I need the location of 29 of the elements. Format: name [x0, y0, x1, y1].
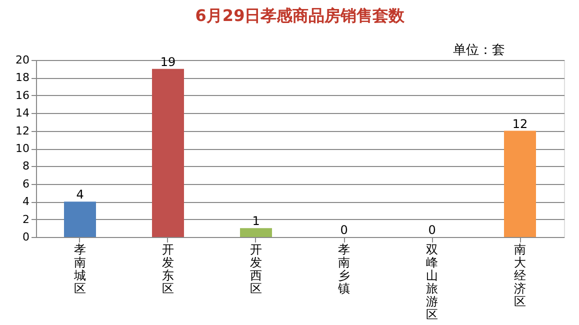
y-tick-label: 16: [16, 88, 30, 102]
x-tick-label: 孝南乡镇: [337, 242, 350, 296]
y-tick-label: 4: [22, 195, 30, 208]
y-tick-label: 18: [16, 71, 30, 84]
x-tick-label: 开发东区: [162, 242, 174, 296]
bar: [240, 228, 272, 237]
chart-title: 6月29日孝感商品房销售套数: [195, 6, 406, 25]
bar: [152, 68, 184, 237]
y-tick-label: 12: [16, 124, 30, 138]
x-tick-label: 孝南城区: [73, 242, 86, 296]
bar: [504, 130, 536, 237]
y-tick-label: 10: [16, 142, 30, 155]
data-label: 19: [160, 54, 176, 69]
y-tick-label: 0: [22, 230, 30, 244]
data-label: 1: [252, 214, 260, 228]
x-tick-label: 双峰山旅游区: [426, 242, 438, 322]
y-tick-label: 20: [16, 54, 30, 66]
x-tick-label: 南大经济区: [514, 242, 526, 308]
data-label: 4: [76, 188, 84, 202]
data-label: 0: [340, 223, 348, 237]
y-tick-label: 14: [16, 106, 30, 120]
data-label: 0: [428, 223, 436, 237]
y-tick-label: 2: [22, 212, 30, 226]
x-tick-label: 开发西区: [250, 242, 262, 296]
y-tick-label: 8: [22, 160, 30, 173]
bar: [64, 202, 96, 237]
text: 单位：套: [453, 43, 505, 58]
data-label: 12: [512, 116, 528, 131]
y-tick-label: 6: [22, 177, 30, 190]
